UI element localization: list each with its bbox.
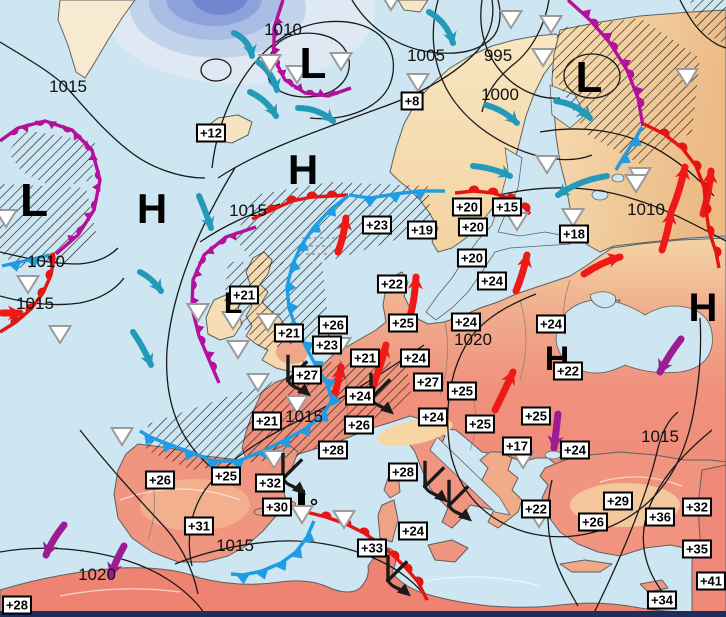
- station-mark: [298, 490, 318, 514]
- purple-air-arrows: [42, 335, 685, 579]
- occluded-front: [566, 0, 645, 127]
- black-sea: [555, 299, 713, 374]
- cold-front: [230, 520, 316, 584]
- warm-front: [0, 252, 56, 334]
- sea-of-azov: [589, 291, 616, 309]
- balearic-1: [253, 508, 271, 516]
- occluded-front: [0, 119, 102, 256]
- svalbard: [397, 0, 429, 13]
- greenland: [57, 0, 136, 79]
- lake-ladoga: [591, 189, 609, 201]
- sicily: [427, 539, 469, 563]
- warm-front: [454, 185, 532, 216]
- sea-of-marmara: [544, 450, 562, 460]
- crete: [559, 559, 613, 573]
- cold-front: [614, 126, 644, 171]
- white-isolines: [59, 476, 683, 597]
- lake-onega: [611, 173, 625, 183]
- balearic-2: [284, 500, 296, 508]
- cold-front: [1, 253, 51, 272]
- cold-front: [139, 194, 350, 470]
- bottom-bar: [0, 611, 726, 617]
- greece: [479, 451, 523, 529]
- cold-front: [348, 189, 445, 207]
- warm-front: [643, 122, 722, 269]
- adriatic-sea: [429, 436, 511, 516]
